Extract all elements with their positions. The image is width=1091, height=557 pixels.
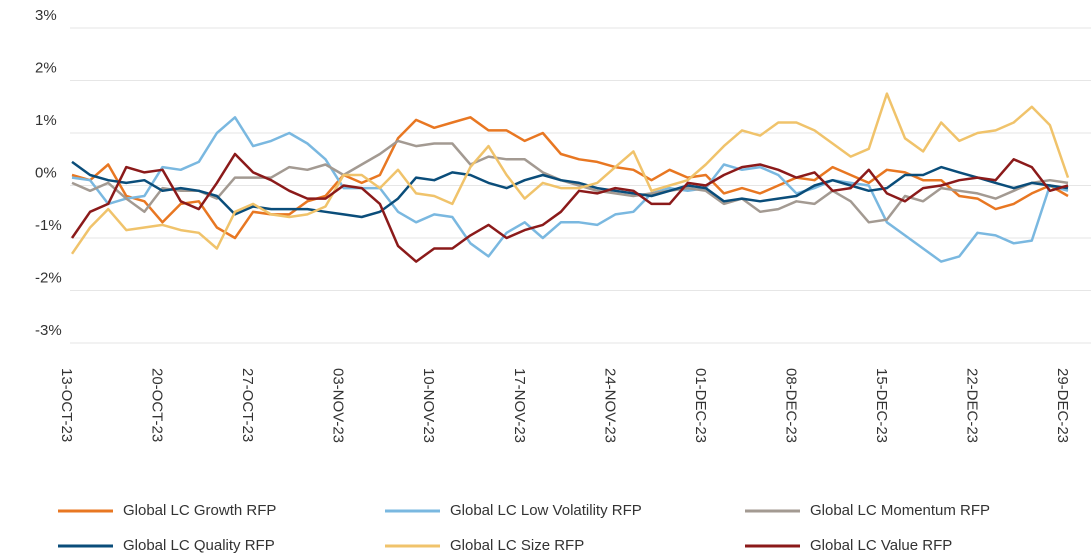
x-tick-label: 15-DEC-23 (873, 368, 890, 443)
series-line (71, 160, 1069, 219)
x-tick-label: 13-OCT-23 (58, 368, 75, 442)
legend-label: Global LC Momentum RFP (810, 502, 990, 519)
x-tick-label: 22-DEC-23 (963, 368, 980, 443)
y-tick-label: 2% (35, 59, 57, 76)
y-tick-label: -2% (35, 269, 62, 286)
series-line (70, 152, 1069, 263)
x-tick-label: 27-OCT-23 (239, 368, 256, 442)
legend-label: Global LC Growth RFP (123, 502, 276, 519)
legend-label: Global LC Value RFP (810, 537, 952, 554)
x-tick-label: 03-NOV-23 (330, 368, 347, 443)
y-tick-label: 0% (35, 164, 57, 181)
x-tick-label: 29-DEC-23 (1054, 368, 1071, 443)
legend-label: Global LC Quality RFP (123, 537, 275, 554)
y-tick-label: -3% (35, 322, 62, 339)
x-tick-label: 01-DEC-23 (692, 368, 709, 443)
x-tick-label: 24-NOV-23 (601, 368, 618, 443)
x-tick-label: 17-NOV-23 (511, 368, 528, 443)
x-tick-label: 08-DEC-23 (782, 368, 799, 443)
y-tick-label: -1% (35, 217, 62, 234)
series-line (70, 92, 1070, 255)
x-tick-label: 10-NOV-23 (420, 368, 437, 443)
legend-label: Global LC Low Volatility RFP (450, 502, 642, 519)
x-tick-label: 20-OCT-23 (149, 368, 166, 442)
series-line (71, 116, 1069, 263)
series-line (71, 116, 1069, 240)
legend-label: Global LC Size RFP (450, 537, 584, 554)
y-tick-label: 3% (35, 7, 57, 24)
y-tick-label: 1% (35, 112, 57, 129)
